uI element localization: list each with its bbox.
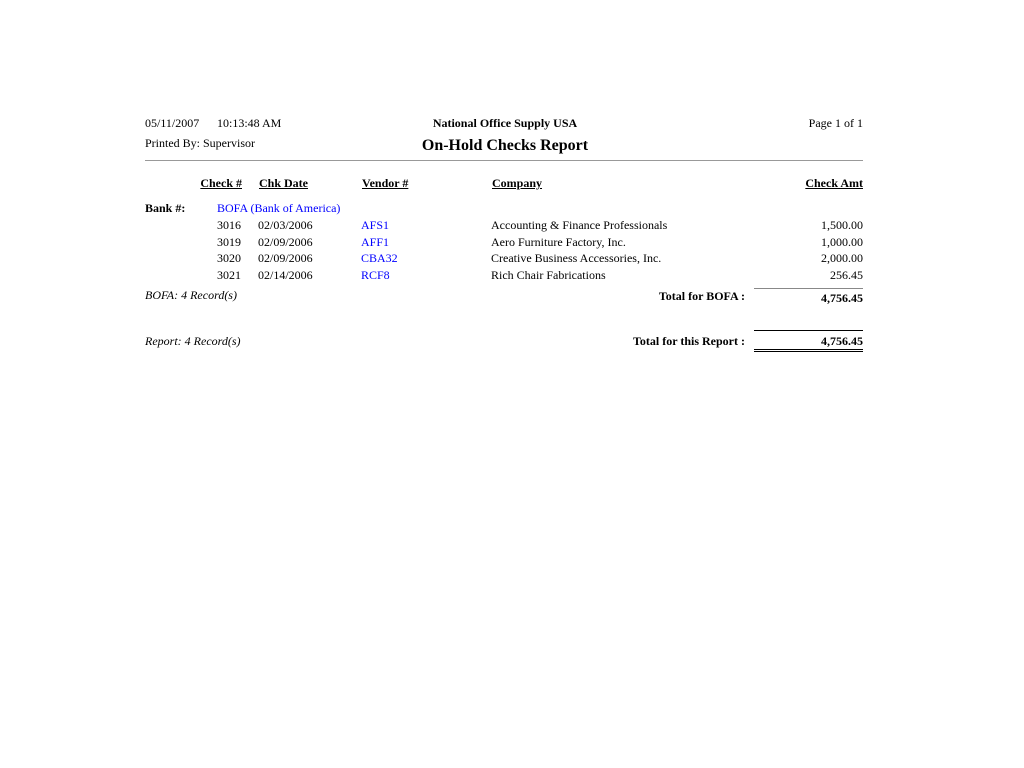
report-record-count: Report: 4 Record(s) (145, 334, 241, 348)
company: Accounting & Finance Professionals (491, 218, 668, 232)
vendor-link[interactable]: AFF1 (361, 235, 390, 249)
printed-by: Printed By: Supervisor (145, 136, 255, 150)
report-total-label: Total for this Report : (633, 334, 745, 348)
check-number: 3016 (217, 218, 241, 232)
company-name: National Office Supply USA (432, 116, 578, 130)
company: Aero Furniture Factory, Inc. (491, 235, 626, 249)
header-divider (145, 160, 863, 161)
page-number: Page 1 of 1 (808, 116, 863, 130)
report-total-double-rule (754, 349, 863, 352)
column-vendor: Vendor # (362, 176, 409, 190)
group-total-label: Total for BOFA : (658, 289, 745, 303)
vendor-link[interactable]: AFS1 (361, 218, 390, 232)
check-date: 02/14/2006 (258, 268, 313, 282)
check-number: 3021 (217, 268, 241, 282)
column-date: Chk Date (259, 176, 309, 190)
company: Creative Business Accessories, Inc. (491, 251, 662, 265)
check-amount: 1,500.00 (821, 218, 863, 232)
column-amount: Check Amt (805, 176, 863, 190)
bank-link[interactable]: BOFA (Bank of America) (217, 201, 341, 215)
check-amount: 1,000.00 (821, 235, 863, 249)
check-amount: 256.45 (830, 268, 863, 282)
bank-label: Bank #: (145, 201, 186, 215)
column-check: Check # (200, 176, 242, 190)
print-date: 05/11/2007 (145, 116, 200, 130)
check-amount: 2,000.00 (821, 251, 863, 265)
print-time: 10:13:48 AM (217, 116, 282, 130)
report-total-value: 4,756.45 (821, 334, 863, 348)
report-total-rule (754, 330, 863, 331)
check-date: 02/09/2006 (258, 251, 313, 265)
check-number: 3019 (217, 235, 241, 249)
group-total-value: 4,756.45 (821, 291, 863, 305)
vendor-link[interactable]: RCF8 (361, 268, 390, 282)
column-company: Company (492, 176, 543, 190)
vendor-link[interactable]: CBA32 (361, 251, 398, 265)
company: Rich Chair Fabrications (491, 268, 606, 282)
check-date: 02/09/2006 (258, 235, 313, 249)
group-total-rule (754, 288, 863, 289)
page-title: On-Hold Checks Report (421, 137, 589, 154)
check-number: 3020 (217, 251, 241, 265)
group-record-count: BOFA: 4 Record(s) (145, 288, 237, 302)
check-date: 02/03/2006 (258, 218, 313, 232)
